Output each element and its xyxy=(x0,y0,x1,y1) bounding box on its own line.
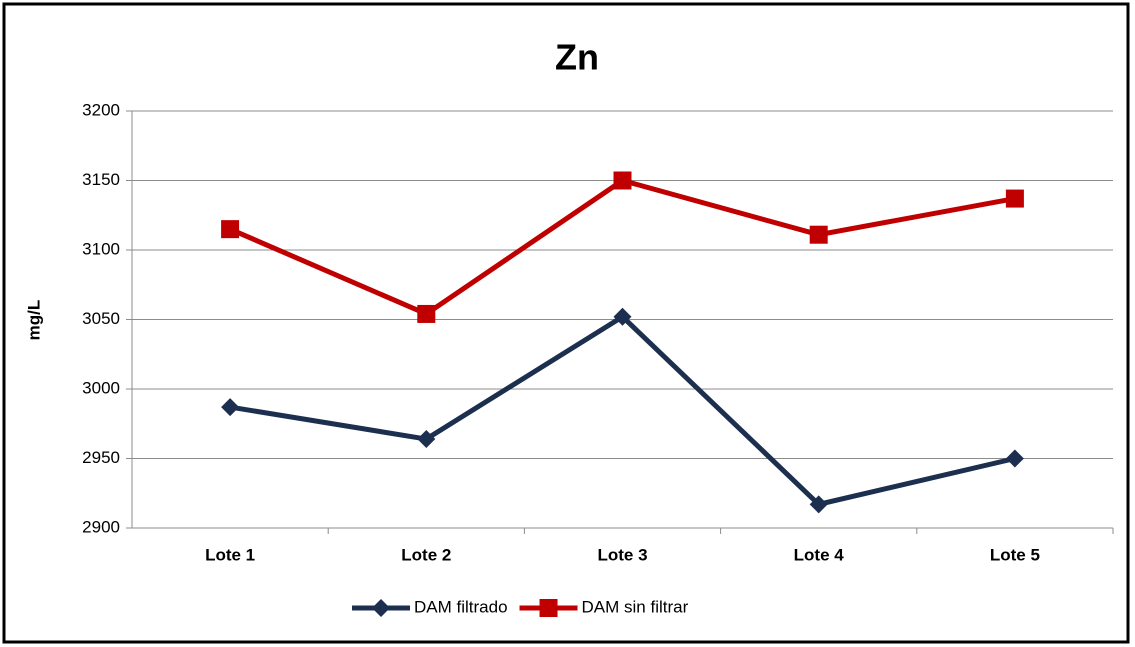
x-tick-label: Lote 1 xyxy=(205,545,255,564)
x-tick-label: Lote 4 xyxy=(794,545,845,564)
x-tick-label: Lote 2 xyxy=(401,545,451,564)
marker xyxy=(613,171,632,190)
marker xyxy=(417,304,436,323)
legend-marker xyxy=(372,599,390,617)
y-tick-label: 3050 xyxy=(82,309,120,328)
legend-label: DAM sin filtrar xyxy=(582,597,689,616)
legend-label: DAM filtrado xyxy=(414,597,508,616)
y-tick-label: 3000 xyxy=(82,378,120,397)
y-tick-label: 3150 xyxy=(82,170,120,189)
marker xyxy=(1005,449,1024,468)
y-tick-label: 3200 xyxy=(82,100,120,119)
marker xyxy=(809,495,828,514)
marker xyxy=(809,225,828,244)
marker xyxy=(417,430,436,449)
marker xyxy=(221,398,240,417)
marker xyxy=(613,307,632,326)
chart-title: Zn xyxy=(555,37,599,78)
marker xyxy=(221,220,240,239)
y-tick-label: 2900 xyxy=(82,517,120,536)
y-axis-label: mg/L xyxy=(24,300,43,341)
x-tick-label: Lote 5 xyxy=(990,545,1040,564)
marker xyxy=(1005,189,1024,208)
y-tick-label: 3100 xyxy=(82,239,120,258)
y-tick-label: 2950 xyxy=(82,448,120,467)
x-tick-label: Lote 3 xyxy=(597,545,647,564)
legend-marker xyxy=(539,599,558,617)
